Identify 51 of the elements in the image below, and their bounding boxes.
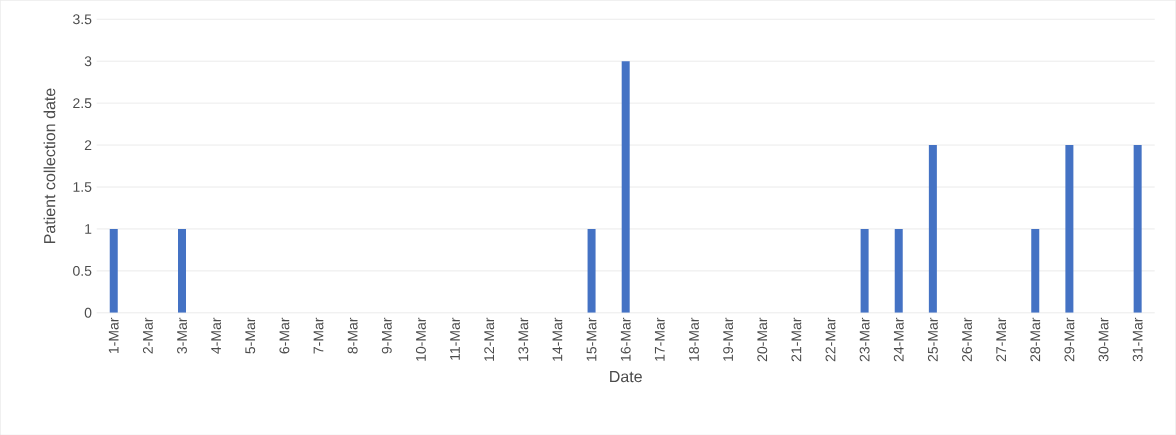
x-tick-label: 22-Mar xyxy=(825,317,836,361)
x-tick-label: 17-Mar xyxy=(654,317,665,361)
x-tick-label: 31-Mar xyxy=(1132,317,1143,362)
x-tick-label: 2-Mar xyxy=(142,317,153,354)
x-tick-label: 26-Mar xyxy=(962,317,972,361)
bar xyxy=(1031,228,1040,313)
bar xyxy=(1065,144,1074,313)
x-tick-label: 10-Mar xyxy=(415,317,426,361)
x-tick-label: 11-Mar xyxy=(450,317,460,360)
x-tick-label: 7-Mar xyxy=(313,317,324,354)
y-tick-label: 2.5 xyxy=(73,97,92,108)
x-tick-label: 5-Mar xyxy=(245,317,256,354)
x-tick-label: 9-Mar xyxy=(381,317,392,354)
bar xyxy=(109,228,118,313)
bar xyxy=(1133,144,1142,313)
x-tick-label: 20-Mar xyxy=(757,317,768,361)
x-axis-title: Date xyxy=(610,370,642,382)
y-tick-label: 0 xyxy=(84,307,92,318)
x-tick-label: 28-Mar xyxy=(1030,317,1041,361)
x-tick-label: 30-Mar xyxy=(1098,317,1109,362)
bar xyxy=(178,228,187,313)
y-tick-label: 1 xyxy=(85,223,92,234)
x-tick-label: 19-Mar xyxy=(723,317,734,361)
x-tick-label: 12-Mar xyxy=(484,317,495,361)
bar xyxy=(894,228,903,313)
x-tick-label: 6-Mar xyxy=(279,317,290,354)
bar xyxy=(860,228,869,313)
bar xyxy=(928,144,937,313)
y-axis-title: Patient collection date xyxy=(43,88,56,243)
bar xyxy=(587,228,596,313)
y-tick-label: 1.5 xyxy=(73,181,92,192)
x-tick-label: 23-Mar xyxy=(859,317,870,361)
x-tick-label: 14-Mar xyxy=(552,317,563,361)
y-tick-label: 3.5 xyxy=(73,14,92,25)
x-tick-label: 27-Mar xyxy=(996,317,1007,361)
x-tick-label: 3-Mar xyxy=(177,317,187,354)
x-tick-label: 16-Mar xyxy=(620,317,631,361)
x-tick-label: 18-Mar xyxy=(689,317,699,361)
x-tick-label: 13-Mar xyxy=(518,317,529,361)
x-tick-label: 25-Mar xyxy=(927,317,938,361)
x-tick-label: 1-Mar xyxy=(108,317,119,353)
y-tick-label: 2 xyxy=(84,139,92,150)
x-tick-label: 24-Mar xyxy=(893,317,904,361)
x-tick-label: 21-Mar xyxy=(791,317,802,361)
y-tick-label: 0.5 xyxy=(73,265,92,276)
x-tick-label: 15-Mar xyxy=(586,317,597,361)
y-tick-label: 3 xyxy=(84,56,92,66)
bar xyxy=(621,60,630,313)
x-tick-label: 8-Mar xyxy=(347,317,358,354)
x-tick-label: 4-Mar xyxy=(211,317,222,354)
x-tick-label: 29-Mar xyxy=(1064,317,1075,361)
